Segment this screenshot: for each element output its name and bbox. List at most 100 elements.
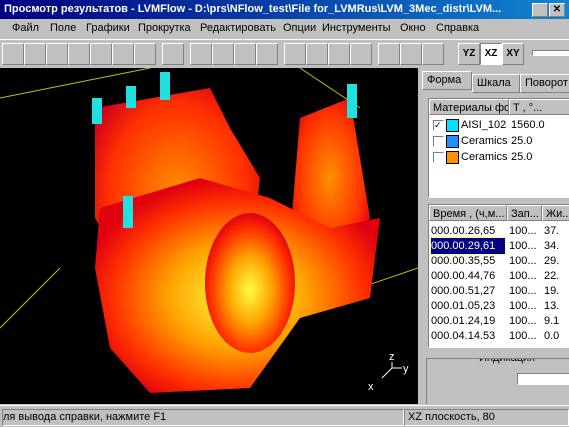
slider[interactable] bbox=[532, 50, 569, 56]
table-cell[interactable]: 100... bbox=[509, 330, 537, 342]
status-bar: ля вывода справки, нажмите F1 XZ плоскос… bbox=[0, 405, 569, 427]
table-cell[interactable]: 100... bbox=[509, 255, 537, 267]
view-button[interactable]: XY bbox=[502, 43, 524, 65]
toolbar-button[interactable] bbox=[378, 43, 400, 65]
toolbar-button[interactable] bbox=[162, 43, 184, 65]
maximize-button[interactable] bbox=[532, 3, 548, 17]
table-cell[interactable]: 13. bbox=[544, 300, 560, 312]
table-cell[interactable]: 9.1 bbox=[544, 315, 560, 327]
menu-item[interactable]: Справка bbox=[436, 22, 480, 34]
toolbar-button[interactable] bbox=[2, 43, 24, 65]
checkbox[interactable]: ✓ bbox=[433, 120, 444, 131]
column-header[interactable]: Зап... bbox=[507, 205, 542, 221]
table-cell[interactable]: 000.01.24,19 bbox=[431, 315, 496, 327]
table-cell[interactable]: 29. bbox=[544, 255, 560, 267]
table-cell[interactable]: 000.00.35,55 bbox=[431, 255, 496, 267]
checkbox[interactable] bbox=[433, 136, 444, 147]
table-cell[interactable]: 000.00.44,76 bbox=[431, 270, 496, 282]
title-bar: Просмотр результатов - LVMFlow - D:\prs\… bbox=[0, 0, 569, 19]
table-cell[interactable]: 100... bbox=[509, 240, 537, 252]
table-cell[interactable]: 000.00.51,27 bbox=[431, 285, 496, 297]
column-header[interactable]: Материалы фор... bbox=[429, 99, 509, 115]
toolbar: YZ XZ XY bbox=[0, 39, 569, 68]
menu-item[interactable]: Окно bbox=[400, 22, 426, 34]
material-color bbox=[446, 119, 459, 132]
table-cell[interactable]: Ceramics bbox=[461, 135, 507, 147]
status-help: ля вывода справки, нажмите F1 bbox=[2, 409, 404, 426]
table-cell[interactable]: 1560.0 bbox=[511, 119, 545, 131]
column-header[interactable]: Жи... bbox=[542, 205, 569, 221]
toolbar-button[interactable] bbox=[24, 43, 46, 65]
tab[interactable]: Шкала bbox=[472, 74, 520, 93]
toolbar-button[interactable] bbox=[234, 43, 256, 65]
table-cell[interactable]: 25.0 bbox=[511, 135, 533, 147]
table-cell[interactable]: 19. bbox=[544, 285, 560, 297]
toolbar-button[interactable] bbox=[328, 43, 350, 65]
close-button[interactable]: ✕ bbox=[549, 3, 565, 17]
axis-label: x bbox=[368, 381, 374, 393]
table-cell[interactable]: AISI_1026.. bbox=[461, 119, 507, 131]
materials-table: Материалы фор...T , °... ✓ AISI_1026.. 1560… bbox=[428, 98, 569, 198]
menu-item[interactable]: Редактировать bbox=[200, 22, 276, 34]
view-button[interactable]: XZ bbox=[480, 43, 502, 65]
column-header[interactable]: Время , (ч,м... bbox=[429, 205, 507, 221]
toolbar-button[interactable] bbox=[350, 43, 372, 65]
table-cell[interactable]: 25.0 bbox=[511, 151, 533, 163]
toolbar-button[interactable] bbox=[190, 43, 212, 65]
table-cell[interactable]: 22. bbox=[544, 270, 560, 282]
column-header[interactable]: T , °... bbox=[509, 99, 569, 115]
table-cell[interactable]: 000.04.14.53 bbox=[431, 330, 496, 342]
toolbar-button[interactable] bbox=[256, 43, 278, 65]
toolbar-button[interactable] bbox=[46, 43, 68, 65]
menu-item[interactable]: Поле bbox=[50, 22, 77, 34]
menu-item[interactable]: Графики bbox=[86, 22, 130, 34]
indication-label: Индикация bbox=[477, 359, 538, 364]
menu-item[interactable]: Опции bbox=[283, 22, 317, 34]
table-cell[interactable]: 000.00.26,65 bbox=[431, 225, 496, 237]
viewport-3d: zy x bbox=[0, 68, 418, 404]
tab[interactable]: Форма bbox=[422, 71, 472, 90]
material-color bbox=[446, 135, 459, 148]
table-cell[interactable]: 100... bbox=[509, 225, 537, 237]
toolbar-button[interactable] bbox=[212, 43, 234, 65]
indication-field bbox=[517, 373, 569, 385]
table-cell[interactable]: 34. bbox=[544, 240, 560, 252]
indication-group: Индикация bbox=[426, 358, 569, 404]
toolbar-button[interactable] bbox=[306, 43, 328, 65]
axis-label: z bbox=[389, 351, 395, 363]
toolbar-button[interactable] bbox=[134, 43, 156, 65]
material-color bbox=[446, 151, 459, 164]
table-cell[interactable]: 000.01.05,23 bbox=[431, 300, 496, 312]
menu-bar: Файл Поле Графики Прокрутка Редактировать Опц… bbox=[0, 19, 569, 38]
results-table: Время , (ч,м... Зап... Жи... 000.00.26,65 10… bbox=[428, 204, 569, 348]
tab[interactable]: Поворот bbox=[520, 74, 569, 93]
toolbar-button[interactable] bbox=[90, 43, 112, 65]
riser bbox=[92, 98, 102, 124]
toolbar-button[interactable] bbox=[400, 43, 422, 65]
casting-wheel bbox=[205, 213, 295, 353]
table-cell[interactable]: Ceramics bbox=[461, 151, 507, 163]
window-title: Просмотр результатов - LVMFlow - D:\prs\… bbox=[4, 3, 502, 15]
table-cell[interactable]: 37. bbox=[544, 225, 560, 237]
toolbar-button[interactable] bbox=[112, 43, 134, 65]
table-cell[interactable]: 000.00.29,61 bbox=[430, 237, 506, 255]
menu-item[interactable]: Прокрутка bbox=[138, 22, 191, 34]
toolbar-button[interactable] bbox=[284, 43, 306, 65]
toolbar-button[interactable] bbox=[68, 43, 90, 65]
view-button[interactable]: YZ bbox=[458, 43, 480, 65]
table-cell[interactable]: 100... bbox=[509, 300, 537, 312]
table-cell[interactable]: 100... bbox=[509, 285, 537, 297]
axis-label: y bbox=[403, 363, 409, 375]
table-cell[interactable]: 100... bbox=[509, 270, 537, 282]
checkbox[interactable] bbox=[433, 152, 444, 163]
menu-item[interactable]: Файл bbox=[12, 22, 40, 34]
table-cell[interactable]: 100... bbox=[509, 315, 537, 327]
riser bbox=[347, 84, 357, 118]
riser bbox=[123, 196, 133, 228]
riser bbox=[160, 72, 170, 100]
toolbar-button[interactable] bbox=[422, 43, 444, 65]
table-cell[interactable]: 0.0 bbox=[544, 330, 560, 342]
menu-item[interactable]: Инструменты bbox=[322, 22, 391, 34]
